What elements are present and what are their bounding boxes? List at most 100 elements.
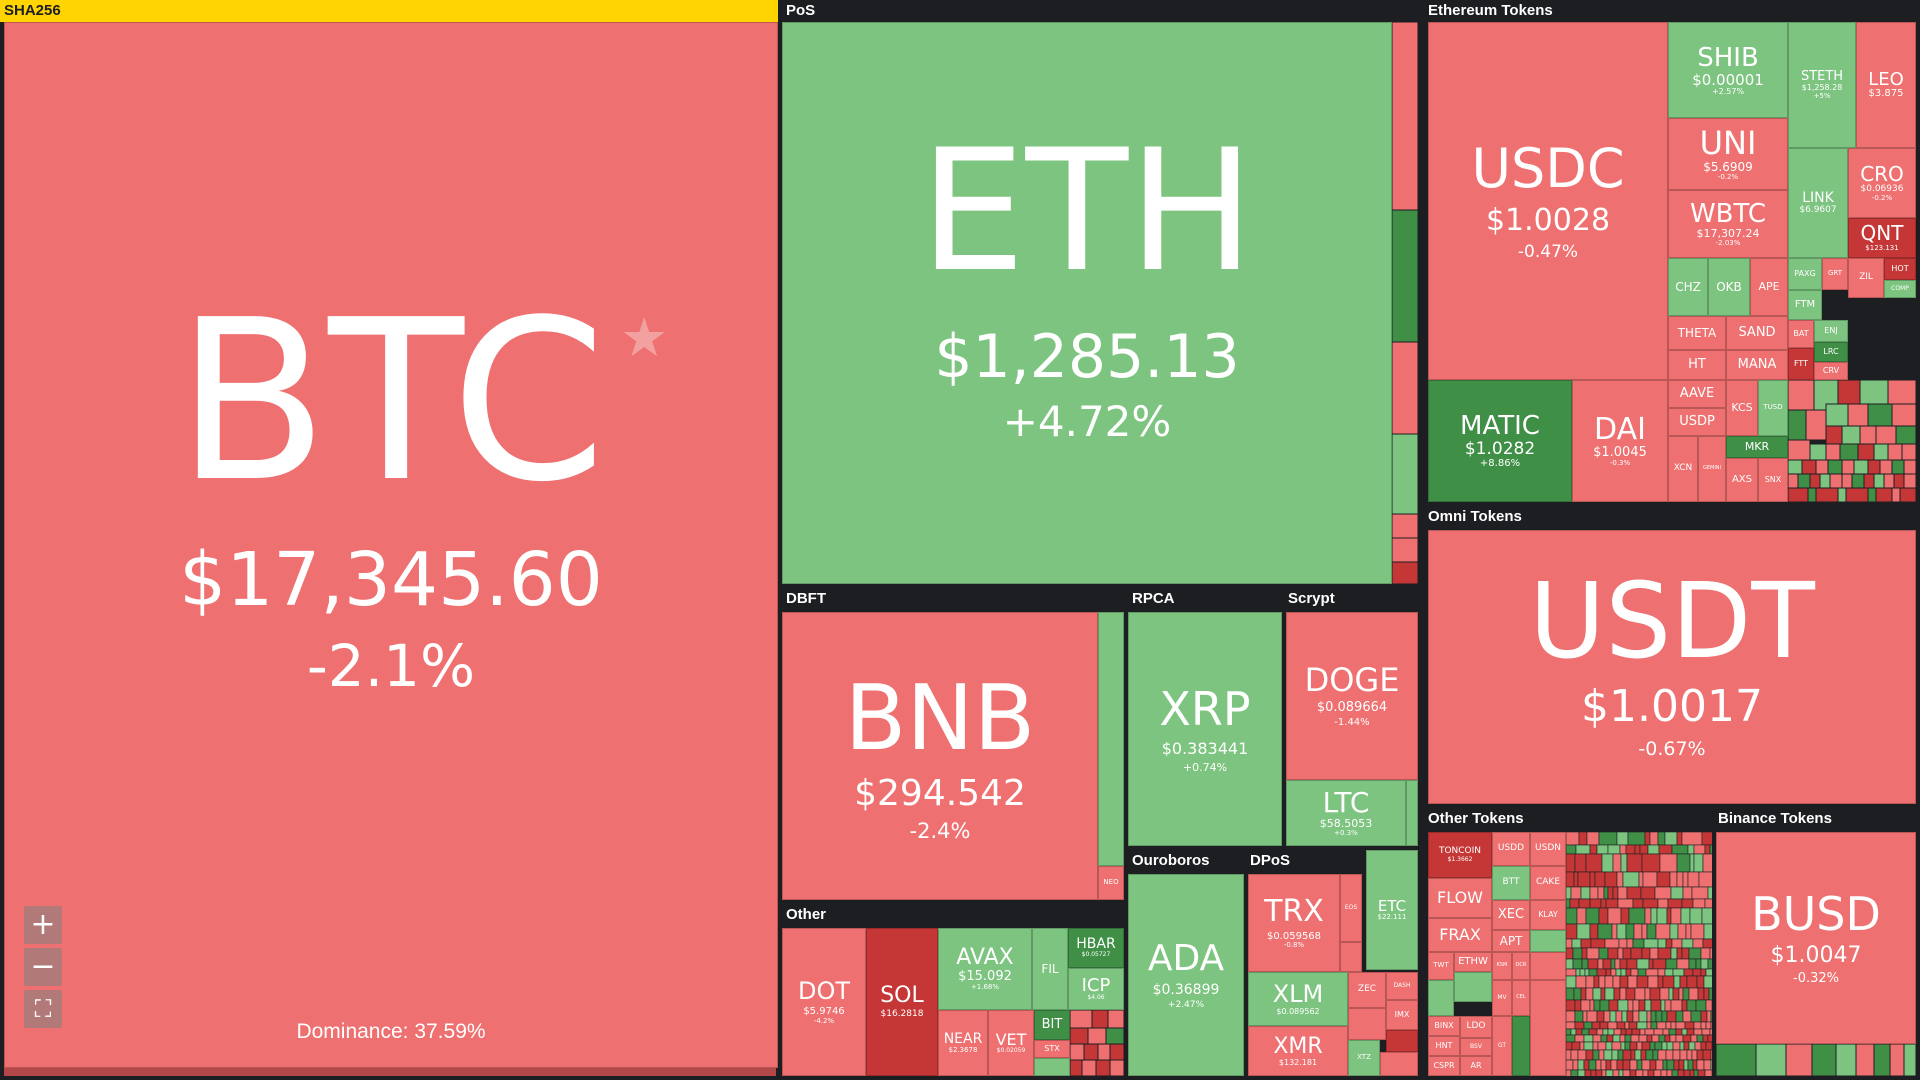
other-tokens-cell[interactable] xyxy=(1642,898,1659,909)
other-tokens-cell[interactable] xyxy=(1576,923,1591,940)
other-tokens-cell[interactable] xyxy=(1596,844,1609,855)
tile-xlm[interactable]: XLM $0.089562 xyxy=(1248,972,1348,1026)
other-tokens-cell[interactable] xyxy=(1690,1034,1698,1043)
other-tokens-cell[interactable] xyxy=(1566,958,1574,970)
other-tokens-cell[interactable] xyxy=(1575,975,1587,989)
tile-xec[interactable]: XEC xyxy=(1492,900,1530,930)
other-tokens-cell[interactable] xyxy=(1589,844,1598,855)
other-tokens-cell[interactable] xyxy=(1577,1069,1586,1076)
tile-neo[interactable]: NEO xyxy=(1098,866,1124,900)
other-tokens-cell[interactable] xyxy=(1640,1049,1647,1061)
other-tokens-cell[interactable] xyxy=(1599,1021,1609,1030)
other-tokens-cell[interactable] xyxy=(1626,958,1638,970)
other-tokens-cell[interactable] xyxy=(1599,999,1610,1012)
tile-paxg[interactable]: PAXG xyxy=(1788,258,1822,290)
other-tokens-cell[interactable] xyxy=(1690,923,1705,940)
other-tokens-cell[interactable] xyxy=(1587,958,1599,970)
other-tokens-cell[interactable] xyxy=(1629,1059,1638,1071)
other-tokens-cell[interactable] xyxy=(1657,968,1666,977)
other-tokens-cell[interactable] xyxy=(1664,999,1672,1012)
tile-lrc[interactable]: LRC xyxy=(1814,342,1848,362)
favorite-star-icon[interactable]: ★ xyxy=(620,306,669,369)
other-tokens-cell[interactable] xyxy=(1585,975,1595,989)
other-tokens-cell[interactable] xyxy=(1693,1021,1702,1030)
tile-qnt[interactable]: QNT $123.131 xyxy=(1848,218,1916,258)
other-tokens-cell[interactable] xyxy=(1638,999,1646,1012)
other-tokens-cell[interactable] xyxy=(1657,947,1672,960)
other-tokens-cell[interactable] xyxy=(1588,1028,1598,1036)
other-tokens-cell[interactable] xyxy=(1622,1059,1631,1071)
other-tokens-cell[interactable] xyxy=(1657,898,1669,909)
other-tokens-cell[interactable] xyxy=(1636,1041,1643,1051)
other-tokens-cell[interactable] xyxy=(1696,1034,1704,1043)
other-tokens-cell[interactable] xyxy=(1585,907,1600,925)
other-tokens-cell[interactable] xyxy=(1622,1049,1632,1061)
other-tokens-cell[interactable] xyxy=(1670,886,1684,900)
other-tokens-cell[interactable] xyxy=(1644,832,1651,846)
other-tokens-cell[interactable] xyxy=(1584,968,1590,977)
other-tokens-cell[interactable] xyxy=(1566,1049,1572,1061)
other-tokens-cell[interactable] xyxy=(1681,947,1690,960)
tile-cro[interactable]: CRO $0.06936 -0.2% xyxy=(1848,148,1916,218)
other-tokens-cell[interactable] xyxy=(1646,1034,1653,1043)
other-tokens-cell[interactable] xyxy=(1605,1069,1614,1076)
other-tokens-cell[interactable] xyxy=(1710,1059,1712,1071)
other-tokens-cell[interactable] xyxy=(1581,1028,1590,1036)
tile-busd[interactable]: BUSD $1.0047 -0.32% xyxy=(1716,832,1916,1044)
other-tokens-cell[interactable] xyxy=(1570,886,1582,900)
other-tokens-cell[interactable] xyxy=(1617,886,1628,900)
other-tokens-cell[interactable] xyxy=(1603,886,1609,900)
other-tokens-cell[interactable] xyxy=(1641,923,1648,940)
other-tokens-cell[interactable] xyxy=(1626,938,1634,949)
other-tokens-cell[interactable] xyxy=(1600,1034,1608,1043)
tile-dpos-small-3[interactable] xyxy=(1386,1030,1418,1052)
other-tokens-cell[interactable] xyxy=(1574,1010,1584,1023)
other-tokens-cell[interactable] xyxy=(1616,832,1629,846)
other-tokens-cell[interactable] xyxy=(1665,938,1673,949)
other-tokens-cell[interactable] xyxy=(1658,844,1673,855)
other-tokens-cell[interactable] xyxy=(1650,907,1658,925)
other-tokens-cell[interactable] xyxy=(1634,1049,1642,1061)
other-tokens-cell[interactable] xyxy=(1660,999,1666,1012)
other-tokens-cell[interactable] xyxy=(1703,987,1710,1001)
other-tokens-cell[interactable] xyxy=(1652,958,1667,970)
other-tokens-cell[interactable] xyxy=(1577,1049,1587,1061)
other-tokens-cell[interactable] xyxy=(1683,1059,1689,1071)
other-tokens-cell[interactable] xyxy=(1702,853,1712,873)
other-tokens-cell[interactable] xyxy=(1572,947,1583,960)
other-tokens-cell[interactable] xyxy=(1672,1041,1681,1051)
other-tokens-cell[interactable] xyxy=(1612,1069,1620,1076)
other-tokens-cell[interactable] xyxy=(1697,987,1705,1001)
tile-leo[interactable]: LEO $3.875 xyxy=(1856,22,1916,148)
other-tokens-cell[interactable] xyxy=(1683,968,1694,977)
other-tokens-cell[interactable] xyxy=(1644,1028,1655,1036)
other-tokens-cell[interactable] xyxy=(1622,947,1632,960)
other-tokens-cell[interactable] xyxy=(1705,1021,1712,1030)
other-tokens-cell[interactable] xyxy=(1655,923,1671,940)
tile-dpos-small[interactable] xyxy=(1340,942,1362,972)
other-tokens-cell[interactable] xyxy=(1644,999,1652,1012)
other-tokens-cell[interactable] xyxy=(1696,1049,1704,1061)
other-tokens-cell[interactable] xyxy=(1566,947,1574,960)
tile-near[interactable]: NEAR $2.3678 xyxy=(938,1010,988,1076)
other-tokens-cell[interactable] xyxy=(1611,1041,1622,1051)
tile-bnb[interactable]: BNB $294.542 -2.4% xyxy=(782,612,1098,900)
tile-stx[interactable]: STX xyxy=(1034,1040,1070,1058)
tile-aave[interactable]: AAVE xyxy=(1668,380,1726,408)
other-tokens-cell[interactable] xyxy=(1692,1059,1698,1071)
other-tokens-cell[interactable] xyxy=(1597,1041,1607,1051)
other-tokens-cell[interactable] xyxy=(1650,1010,1657,1023)
other-tokens-cell[interactable] xyxy=(1648,958,1654,970)
other-tokens-cell[interactable] xyxy=(1617,898,1634,909)
other-tokens-cell[interactable] xyxy=(1649,947,1659,960)
other-tokens-cell[interactable] xyxy=(1624,1041,1631,1051)
tile-zec[interactable]: ZEC xyxy=(1348,972,1386,1008)
other-tokens-cell[interactable] xyxy=(1566,898,1571,909)
other-tokens-cell[interactable] xyxy=(1671,844,1689,855)
other-tokens-cell[interactable] xyxy=(1626,1010,1634,1023)
other-tokens-cell[interactable] xyxy=(1681,898,1694,909)
other-tokens-cell[interactable] xyxy=(1681,1028,1688,1036)
other-tokens-cell[interactable] xyxy=(1680,907,1691,925)
tile-dcr[interactable]: DCR xyxy=(1512,952,1530,980)
other-tokens-cell[interactable] xyxy=(1693,1028,1703,1036)
